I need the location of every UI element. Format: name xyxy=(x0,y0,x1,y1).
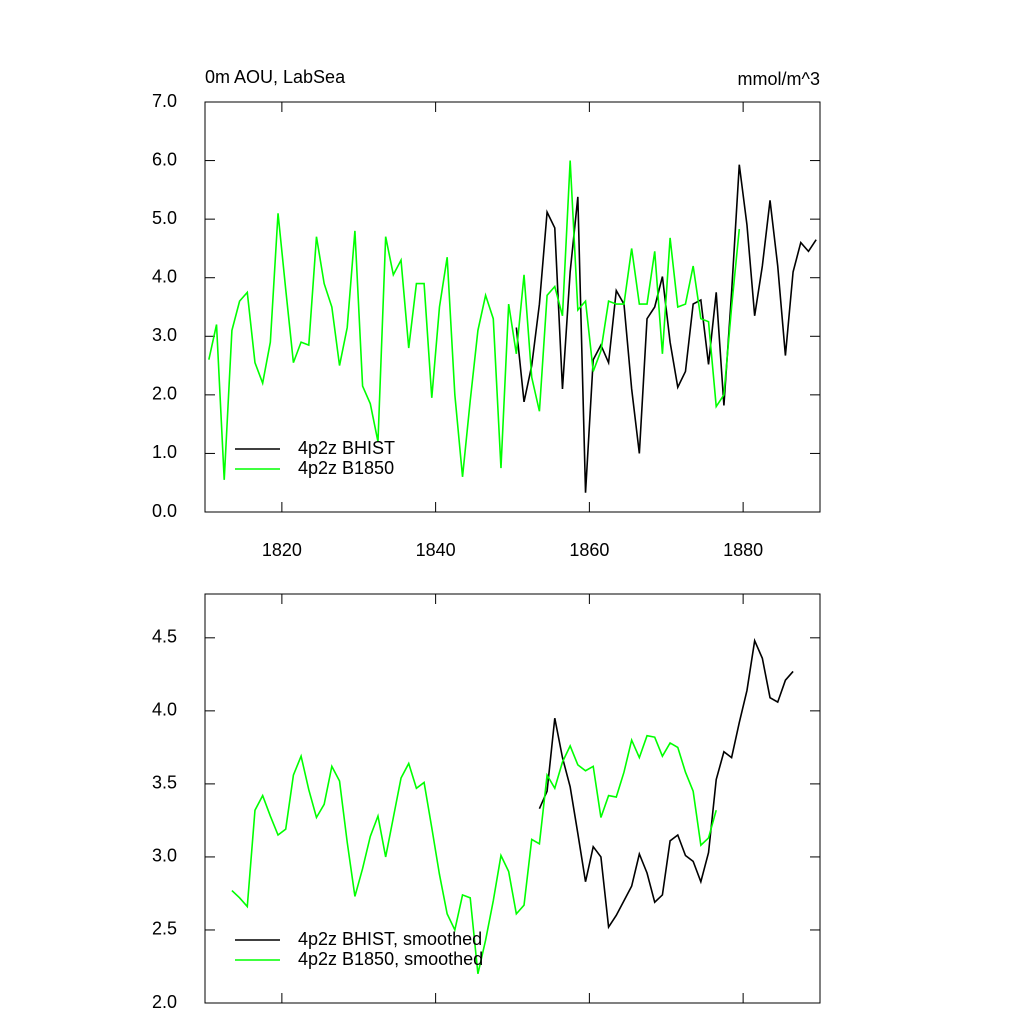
y-tick-label: 2.0 xyxy=(152,384,177,404)
units-label: mmol/m^3 xyxy=(738,69,820,89)
y-tick-label: 2.5 xyxy=(152,919,177,939)
y-tick-label: 7.0 xyxy=(152,91,177,111)
y-tick-label: 3.0 xyxy=(152,846,177,866)
y-tick-label: 5.0 xyxy=(152,208,177,228)
plot-frame xyxy=(204,101,821,513)
legend-label: 4p2z BHIST, smoothed xyxy=(298,929,482,949)
plot-frame xyxy=(204,593,821,1004)
y-tick-label: 0.0 xyxy=(152,501,177,521)
y-tick-label: 3.0 xyxy=(152,325,177,345)
series-line xyxy=(231,734,717,974)
x-tick-label: 1880 xyxy=(723,540,763,560)
y-tick-label: 4.0 xyxy=(152,700,177,720)
y-tick-label: 4.0 xyxy=(152,266,177,286)
x-tick-label: 1840 xyxy=(416,540,456,560)
series-line xyxy=(515,164,817,493)
y-tick-label: 3.5 xyxy=(152,773,177,793)
y-tick-label: 4.5 xyxy=(152,627,177,647)
y-tick-label: 6.0 xyxy=(152,149,177,169)
y-tick-label: 2.0 xyxy=(152,992,177,1012)
chart-title: 0m AOU, LabSea xyxy=(205,67,346,87)
x-tick-label: 1860 xyxy=(569,540,609,560)
legend-label: 4p2z B1850 xyxy=(298,458,394,478)
series-line xyxy=(208,160,741,480)
y-tick-label: 1.0 xyxy=(152,442,177,462)
legend-label: 4p2z BHIST xyxy=(298,438,395,458)
series-line xyxy=(538,637,794,930)
legend-label: 4p2z B1850, smoothed xyxy=(298,949,483,969)
x-tick-label: 1820 xyxy=(262,540,302,560)
